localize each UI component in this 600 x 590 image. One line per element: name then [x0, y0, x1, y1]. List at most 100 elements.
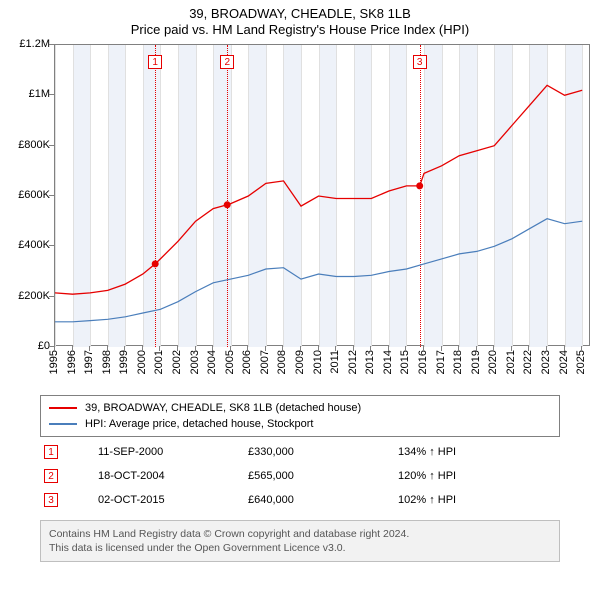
y-tick-label: £400K — [18, 239, 50, 251]
legend-swatch — [49, 407, 77, 409]
sales-row-marker: 1 — [44, 445, 58, 459]
sales-row-price: £640,000 — [248, 494, 398, 506]
attribution-box: Contains HM Land Registry data © Crown c… — [40, 520, 560, 562]
x-tick-label: 2023 — [540, 350, 552, 374]
x-tick-mark — [493, 346, 494, 351]
sale-marker-label: 3 — [413, 55, 427, 69]
sales-table: 111-SEP-2000£330,000134% ↑ HPI218-OCT-20… — [40, 440, 560, 512]
x-tick-label: 2013 — [364, 350, 376, 374]
sales-row-marker: 3 — [44, 493, 58, 507]
x-tick-label: 2017 — [435, 350, 447, 374]
sales-row-price: £565,000 — [248, 470, 398, 482]
sales-row-hpi: 134% ↑ HPI — [398, 446, 518, 458]
x-tick-mark — [54, 346, 55, 351]
x-tick-label: 2004 — [206, 350, 218, 374]
sales-row-hpi: 102% ↑ HPI — [398, 494, 518, 506]
x-tick-label: 2001 — [153, 350, 165, 374]
x-tick-label: 2025 — [575, 350, 587, 374]
y-tick-label: £800K — [18, 139, 50, 151]
x-tick-label: 2014 — [382, 350, 394, 374]
x-tick-mark — [335, 346, 336, 351]
x-tick-mark — [441, 346, 442, 351]
y-tick-label: £200K — [18, 290, 50, 302]
x-tick-mark — [195, 346, 196, 351]
x-tick-mark — [405, 346, 406, 351]
x-tick-mark — [388, 346, 389, 351]
y-tick-label: £1.2M — [19, 38, 50, 50]
x-tick-mark — [546, 346, 547, 351]
x-tick-mark — [72, 346, 73, 351]
x-tick-label: 2006 — [241, 350, 253, 374]
sales-row: 3 02-OCT-2015£640,000102% ↑ HPI — [40, 488, 560, 512]
x-tick-mark — [107, 346, 108, 351]
x-tick-mark — [230, 346, 231, 351]
legend-swatch — [49, 423, 77, 425]
attribution-line-1: Contains HM Land Registry data © Crown c… — [49, 527, 551, 541]
sale-marker-label: 2 — [220, 55, 234, 69]
y-tick-mark — [49, 296, 54, 297]
legend-label: HPI: Average price, detached house, Stoc… — [85, 418, 314, 430]
x-tick-label: 2016 — [417, 350, 429, 374]
sale-marker-dot — [224, 201, 231, 208]
title-subtitle: Price paid vs. HM Land Registry's House … — [0, 22, 600, 37]
x-tick-mark — [564, 346, 565, 351]
y-tick-mark — [49, 44, 54, 45]
x-tick-label: 2022 — [522, 350, 534, 374]
x-tick-label: 2012 — [347, 350, 359, 374]
x-tick-label: 2005 — [224, 350, 236, 374]
y-tick-label: £1M — [29, 88, 50, 100]
sales-row-hpi: 120% ↑ HPI — [398, 470, 518, 482]
x-tick-mark — [159, 346, 160, 351]
series-line — [55, 85, 582, 294]
chart-area: 123 £0£200K£400K£600K£800K£1M£1.2M199519… — [0, 44, 600, 394]
x-tick-label: 1997 — [83, 350, 95, 374]
x-tick-label: 2018 — [452, 350, 464, 374]
y-tick-mark — [49, 245, 54, 246]
x-tick-mark — [265, 346, 266, 351]
legend-label: 39, BROADWAY, CHEADLE, SK8 1LB (detached… — [85, 402, 361, 414]
x-tick-label: 2010 — [312, 350, 324, 374]
chart-svg — [55, 45, 591, 347]
x-tick-label: 1996 — [66, 350, 78, 374]
series-line — [55, 219, 582, 322]
sales-row-date: 02-OCT-2015 — [98, 494, 248, 506]
x-tick-label: 2021 — [505, 350, 517, 374]
x-tick-mark — [89, 346, 90, 351]
sales-row-marker: 2 — [44, 469, 58, 483]
x-tick-label: 2024 — [558, 350, 570, 374]
x-tick-mark — [476, 346, 477, 351]
sales-row: 2 18-OCT-2004£565,000120% ↑ HPI — [40, 464, 560, 488]
legend-item: HPI: Average price, detached house, Stoc… — [49, 416, 551, 432]
x-tick-mark — [353, 346, 354, 351]
x-tick-mark — [124, 346, 125, 351]
sales-row-price: £330,000 — [248, 446, 398, 458]
x-tick-mark — [300, 346, 301, 351]
x-tick-label: 1995 — [48, 350, 60, 374]
x-tick-mark — [177, 346, 178, 351]
sale-marker-label: 1 — [148, 55, 162, 69]
x-tick-mark — [581, 346, 582, 351]
title-block: 39, BROADWAY, CHEADLE, SK8 1LB Price pai… — [0, 0, 600, 37]
x-tick-label: 2011 — [329, 350, 341, 374]
x-tick-mark — [458, 346, 459, 351]
x-tick-mark — [282, 346, 283, 351]
y-tick-mark — [49, 195, 54, 196]
x-tick-label: 2015 — [399, 350, 411, 374]
x-tick-mark — [423, 346, 424, 351]
x-tick-label: 1999 — [118, 350, 130, 374]
sales-row-date: 18-OCT-2004 — [98, 470, 248, 482]
x-tick-label: 2020 — [487, 350, 499, 374]
chart-container: 39, BROADWAY, CHEADLE, SK8 1LB Price pai… — [0, 0, 600, 590]
x-tick-mark — [247, 346, 248, 351]
legend: 39, BROADWAY, CHEADLE, SK8 1LB (detached… — [40, 395, 560, 437]
plot-area: 1 2 3 — [54, 44, 590, 346]
y-tick-mark — [49, 145, 54, 146]
x-tick-label: 2007 — [259, 350, 271, 374]
x-tick-label: 2002 — [171, 350, 183, 374]
x-tick-mark — [370, 346, 371, 351]
x-tick-label: 1998 — [101, 350, 113, 374]
x-tick-mark — [511, 346, 512, 351]
attribution-line-2: This data is licensed under the Open Gov… — [49, 541, 551, 555]
sale-marker-dot — [416, 182, 423, 189]
title-address: 39, BROADWAY, CHEADLE, SK8 1LB — [0, 6, 600, 21]
